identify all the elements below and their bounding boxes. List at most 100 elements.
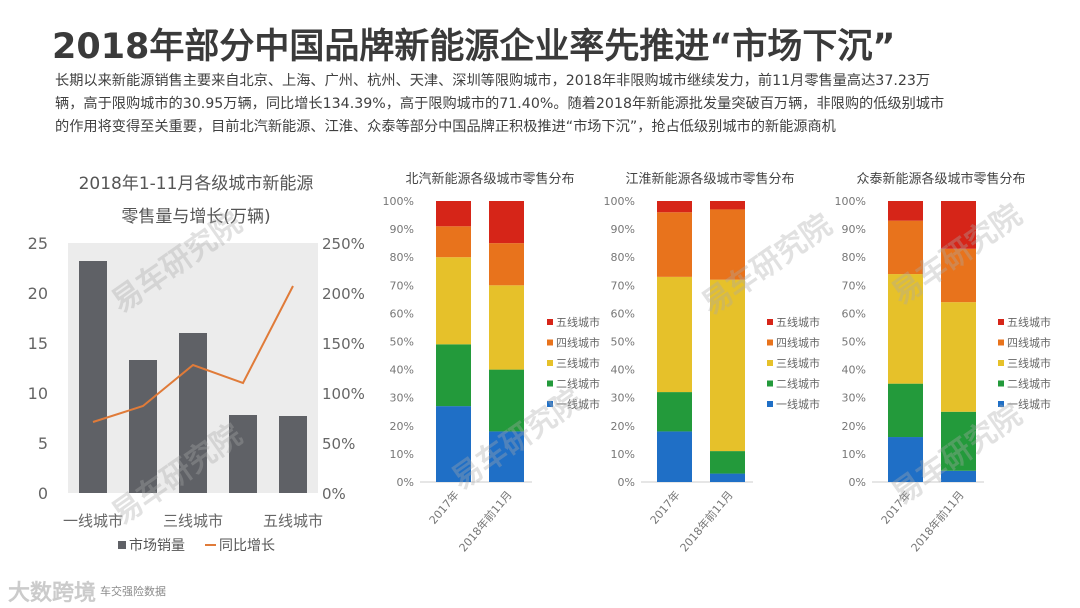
legend-swatch-sales	[118, 541, 126, 549]
footer-source: 车交强险数据	[100, 585, 166, 598]
stacked-segment	[941, 248, 976, 303]
legend-label: 三线城市	[556, 356, 600, 370]
legend-label: 一线城市	[1007, 397, 1051, 411]
stacked-segment	[941, 302, 976, 412]
description-line: 长期以来新能源销售主要来自北京、上海、广州、杭州、天津、深圳等限购城市，2018…	[55, 73, 931, 89]
legend-label-growth: 同比增长	[219, 538, 275, 554]
y-tick-label: 70%	[390, 279, 414, 292]
stacked-segment	[436, 257, 471, 345]
legend-label: 五线城市	[556, 315, 600, 329]
legend-swatch	[767, 380, 773, 387]
stacked-segment	[941, 411, 976, 471]
legend-label: 四线城市	[556, 336, 600, 350]
legend-label-sales: 市场销量	[129, 537, 185, 554]
stacked-segment	[941, 201, 976, 249]
stacked-segment	[657, 431, 692, 482]
y-tick-label: 50%	[842, 336, 866, 349]
y-left-tick-label: 25	[28, 234, 48, 253]
legend-swatch	[547, 319, 553, 325]
legend-label: 三线城市	[1007, 356, 1051, 370]
y-left-tick-label: 0	[38, 484, 48, 503]
stacked-segment	[436, 226, 471, 258]
stacked-segment	[710, 451, 745, 474]
stacked-segment	[436, 201, 471, 227]
stacked-segment	[888, 437, 923, 482]
y-tick-label: 20%	[390, 420, 414, 433]
x-tick-label: 三线城市	[163, 512, 223, 530]
legend-label: 二线城市	[776, 377, 820, 391]
y-left-tick-label: 15	[28, 334, 48, 353]
x-tick-label: 2017年	[426, 488, 462, 527]
x-tick-label: 五线城市	[263, 512, 323, 530]
legend-swatch	[998, 360, 1004, 366]
legend-swatch	[547, 339, 553, 346]
y-tick-label: 40%	[842, 364, 866, 377]
stacked-segment	[710, 473, 745, 482]
legend-swatch	[998, 319, 1004, 325]
y-tick-label: 90%	[611, 223, 635, 236]
page-description: 长期以来新能源销售主要来自北京、上海、广州、杭州、天津、深圳等限购城市，2018…	[55, 70, 1055, 139]
y-tick-label: 0%	[397, 476, 414, 489]
legend-label: 五线城市	[776, 315, 820, 329]
legend-swatch	[767, 339, 773, 346]
chart-title: 2018年1-11月各级城市新能源	[79, 174, 314, 194]
stacked-segment	[888, 383, 923, 438]
stacked-segment	[436, 344, 471, 407]
y-tick-label: 50%	[611, 336, 635, 349]
y-tick-label: 80%	[842, 251, 866, 264]
stacked-segment	[888, 201, 923, 221]
y-right-tick-label: 250%	[322, 235, 365, 253]
stacked-segment	[941, 470, 976, 482]
legend-label: 四线城市	[1007, 336, 1051, 350]
y-tick-label: 30%	[611, 392, 635, 405]
y-tick-label: 30%	[390, 392, 414, 405]
stacked-segment	[710, 209, 745, 280]
y-tick-label: 20%	[842, 420, 866, 433]
legend-label: 二线城市	[1007, 377, 1051, 391]
y-tick-label: 10%	[842, 448, 866, 461]
y-tick-label: 100%	[604, 195, 635, 208]
bar-sales	[229, 415, 257, 493]
y-tick-label: 80%	[611, 251, 635, 264]
legend-swatch	[998, 380, 1004, 387]
legend-swatch	[998, 339, 1004, 346]
y-right-tick-label: 150%	[322, 335, 365, 353]
y-tick-label: 100%	[383, 195, 414, 208]
y-left-tick-label: 10	[28, 384, 48, 403]
y-tick-label: 40%	[611, 364, 635, 377]
legend-swatch	[547, 360, 553, 366]
y-right-tick-label: 50%	[322, 435, 355, 453]
x-tick-label: 2018年前11月	[908, 488, 967, 554]
legend-label: 五线城市	[1007, 315, 1051, 329]
stacked-segment	[657, 201, 692, 213]
bar-sales	[129, 360, 157, 493]
stacked-segment	[657, 212, 692, 277]
x-tick-label: 2018年前11月	[677, 488, 736, 554]
y-tick-label: 80%	[390, 251, 414, 264]
y-tick-label: 60%	[842, 307, 866, 320]
y-tick-label: 10%	[390, 448, 414, 461]
stacked-segment	[489, 285, 524, 370]
y-tick-label: 50%	[390, 336, 414, 349]
legend-swatch	[767, 401, 773, 407]
stacked-segment	[489, 243, 524, 286]
legend-swatch	[767, 360, 773, 366]
y-right-tick-label: 0%	[322, 485, 346, 503]
stacked-segment	[489, 431, 524, 482]
legend-label: 四线城市	[776, 336, 820, 350]
stacked-segment	[489, 369, 524, 432]
y-tick-label: 0%	[618, 476, 635, 489]
growth-line	[92, 285, 294, 423]
x-tick-label: 2018年前11月	[456, 488, 515, 554]
y-tick-label: 10%	[611, 448, 635, 461]
y-right-tick-label: 100%	[322, 385, 365, 403]
y-tick-label: 70%	[611, 279, 635, 292]
y-tick-label: 60%	[390, 307, 414, 320]
x-tick-label: 2017年	[878, 488, 914, 527]
legend-label: 二线城市	[556, 377, 600, 391]
page-title: 2018年部分中国品牌新能源企业率先推进“市场下沉”	[52, 27, 896, 67]
legend-label: 三线城市	[776, 356, 820, 370]
legend-label: 一线城市	[776, 397, 820, 411]
stacked-segment	[710, 201, 745, 210]
